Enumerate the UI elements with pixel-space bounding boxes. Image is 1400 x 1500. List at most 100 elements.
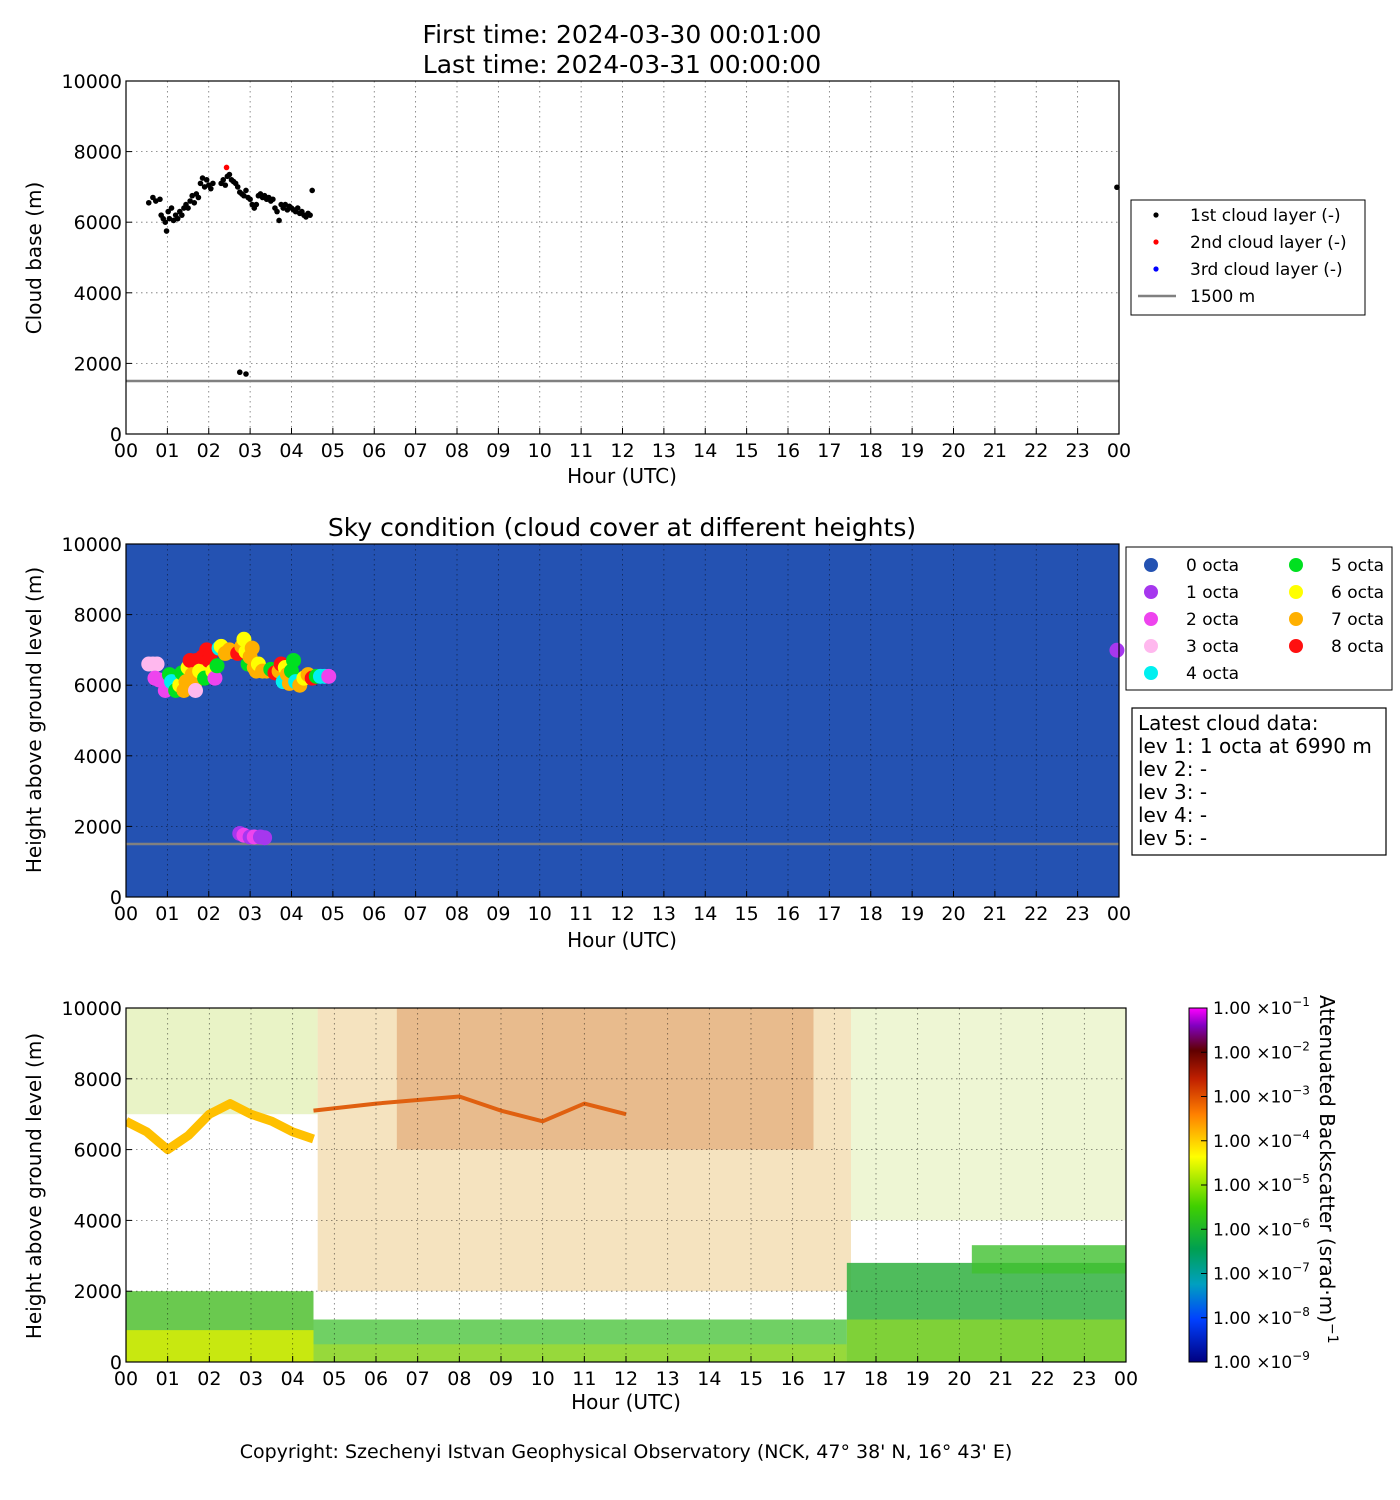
cloud-layer1-point <box>208 185 214 192</box>
octa-point <box>244 640 260 656</box>
x-tick-label: 22 <box>1024 903 1048 925</box>
x-tick-label: 12 <box>610 440 634 462</box>
legend-1500m-label: 1500 m <box>1190 287 1255 307</box>
cloud-layer1-point <box>165 208 172 215</box>
x-tick-label: 06 <box>362 440 386 462</box>
cloud-layer1-point <box>179 212 185 218</box>
cloud-layer1-point <box>276 217 282 224</box>
x-tick-label: 14 <box>697 1368 721 1390</box>
cloud-layer1-point <box>236 369 243 376</box>
x-tick-label: 00 <box>114 903 138 925</box>
x-tick-label: 18 <box>859 440 883 462</box>
y-tick-label: 4000 <box>74 283 122 305</box>
colorbar-tick-label: 1.00 ×10−2 <box>1213 1039 1310 1063</box>
octa-legend-label: 4 octa <box>1186 664 1239 684</box>
x-tick-label: 13 <box>656 1368 680 1390</box>
x-tick-label: 09 <box>486 440 510 462</box>
sky-condition-ylabel: Height above ground level (m) <box>22 567 46 873</box>
cloud-base-legend: 1st cloud layer (-) 2nd cloud layer (-) … <box>1130 199 1366 316</box>
octa-point <box>149 656 165 672</box>
x-tick-label: 14 <box>693 903 717 925</box>
x-tick-label: 13 <box>652 440 676 462</box>
latest-cloud-lev2: lev 2: - <box>1138 757 1207 781</box>
cloud-base-xlabel: Hour (UTC) <box>567 464 677 488</box>
octa-legend-label: 2 octa <box>1186 610 1239 630</box>
legend-layer2-label: 2nd cloud layer (-) <box>1190 233 1347 253</box>
backscatter-ylabel: Height above ground level (m) <box>22 1033 46 1339</box>
cloud-layer1-point <box>203 177 210 183</box>
octa-legend-label: 3 octa <box>1186 637 1239 657</box>
octa-legend-label: 8 octa <box>1331 637 1384 657</box>
cloud-layer1-point <box>163 228 170 234</box>
x-tick-label: 07 <box>404 440 428 462</box>
colorbar-tick-label: 1.00 ×10−6 <box>1213 1216 1310 1240</box>
octa-legend-label: 5 octa <box>1331 556 1384 576</box>
x-tick-label: 10 <box>528 903 552 925</box>
x-tick-label: 18 <box>864 1368 888 1390</box>
x-tick-label: 01 <box>156 1368 180 1390</box>
legend-layer1-marker <box>1153 212 1159 218</box>
x-tick-label: 15 <box>739 1368 763 1390</box>
latest-cloud-lev5: lev 5: - <box>1138 826 1207 850</box>
y-tick-label: 2000 <box>74 816 122 838</box>
x-tick-label: 00 <box>114 440 138 462</box>
cloud-layer1-point <box>243 187 249 194</box>
y-tick-label: 6000 <box>74 675 122 697</box>
x-tick-label: 07 <box>406 1368 430 1390</box>
x-tick-label: 02 <box>197 903 221 925</box>
latest-cloud-title: Latest cloud data: <box>1138 711 1318 735</box>
x-tick-label: 17 <box>817 440 841 462</box>
octa-legend-label: 6 octa <box>1331 583 1384 603</box>
last-time-title: Last time: 2024-03-31 00:00:00 <box>423 50 821 79</box>
x-tick-label: 18 <box>859 903 883 925</box>
cloud-layer1-point <box>145 199 152 206</box>
x-tick-label: 02 <box>197 440 221 462</box>
x-tick-label: 01 <box>155 440 179 462</box>
cloud-layer1-point <box>162 219 169 225</box>
x-tick-label: 23 <box>1072 1368 1096 1390</box>
cirrus-layer-band <box>126 1099 315 1155</box>
sky-condition-title: Sky condition (cloud cover at different … <box>328 513 916 542</box>
x-tick-label: 20 <box>947 1368 971 1390</box>
cloud-layer1-point <box>197 180 204 187</box>
octa-legend-label: 1 octa <box>1186 583 1239 603</box>
x-tick-label: 19 <box>900 440 924 462</box>
octa-point <box>1109 642 1125 658</box>
cloud-layer2-point <box>223 164 230 171</box>
y-tick-label: 10000 <box>62 998 122 1020</box>
cloud-layer1-point <box>309 187 315 194</box>
cloud-layer1-point <box>210 180 216 187</box>
x-tick-label: 22 <box>1031 1368 1055 1390</box>
x-tick-label: 15 <box>735 903 759 925</box>
copyright-footer: Copyright: Szechenyi Istvan Geophysical … <box>240 1441 1013 1463</box>
x-tick-label: 16 <box>781 1368 805 1390</box>
cloud-layer1-point <box>220 177 227 183</box>
cloud-layer1-point <box>1114 184 1120 191</box>
legend-layer3-marker <box>1153 266 1159 272</box>
x-tick-label: 17 <box>817 903 841 925</box>
cloud-layer1-point <box>226 171 233 178</box>
octa-point <box>321 668 337 684</box>
y-tick-label: 6000 <box>74 1140 122 1162</box>
x-tick-label: 03 <box>239 1368 263 1390</box>
x-tick-label: 23 <box>1066 440 1090 462</box>
y-tick-label: 2000 <box>74 1281 122 1303</box>
x-tick-label: 06 <box>362 903 386 925</box>
x-tick-label: 05 <box>321 903 345 925</box>
x-tick-label: 07 <box>404 903 428 925</box>
x-tick-label: 03 <box>238 903 262 925</box>
y-tick-label: 8000 <box>74 605 122 627</box>
octa-legend-marker <box>1144 558 1158 572</box>
x-tick-label: 08 <box>445 903 469 925</box>
cloud-layer1-point <box>191 199 198 206</box>
x-tick-label: 05 <box>322 1368 346 1390</box>
y-tick-label: 4000 <box>74 746 122 768</box>
x-tick-label: 00 <box>1107 903 1131 925</box>
latest-cloud-lev4: lev 4: - <box>1138 803 1207 827</box>
octa-legend-marker <box>1289 585 1303 599</box>
octa-legend-marker <box>1289 558 1303 572</box>
x-tick-label: 16 <box>776 440 800 462</box>
x-tick-label: 10 <box>528 440 552 462</box>
octa-point <box>257 830 273 846</box>
y-tick-label: 0 <box>110 887 122 909</box>
